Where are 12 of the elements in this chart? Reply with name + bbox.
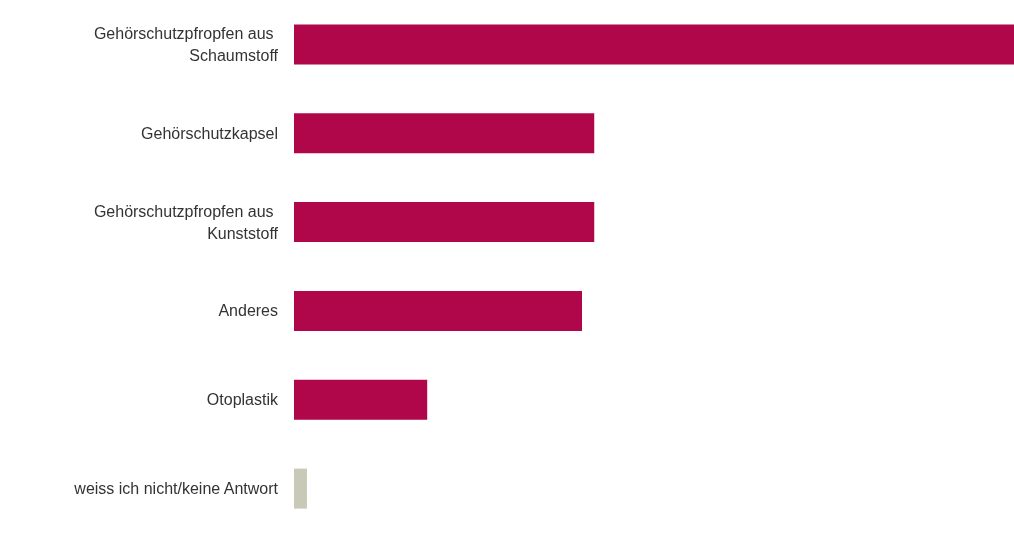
bar [294,379,428,420]
y-tick-label: Gehörschutzkapsel [141,124,278,142]
bar [294,290,582,331]
y-tick-label: Otoplastik [206,391,279,409]
y-tick-label: Gehörschutzpfropfen aus Schaumstoff [93,24,279,64]
bar [294,113,595,154]
bar [294,468,307,509]
bar [294,202,595,243]
y-tick-label: Gehörschutzpfropfen aus Kunststoff [93,202,279,242]
y-tick-label: Anderes [218,302,278,320]
bar [294,24,1014,65]
y-tick-label: weiss ich nicht/keine Antwort [73,480,279,498]
